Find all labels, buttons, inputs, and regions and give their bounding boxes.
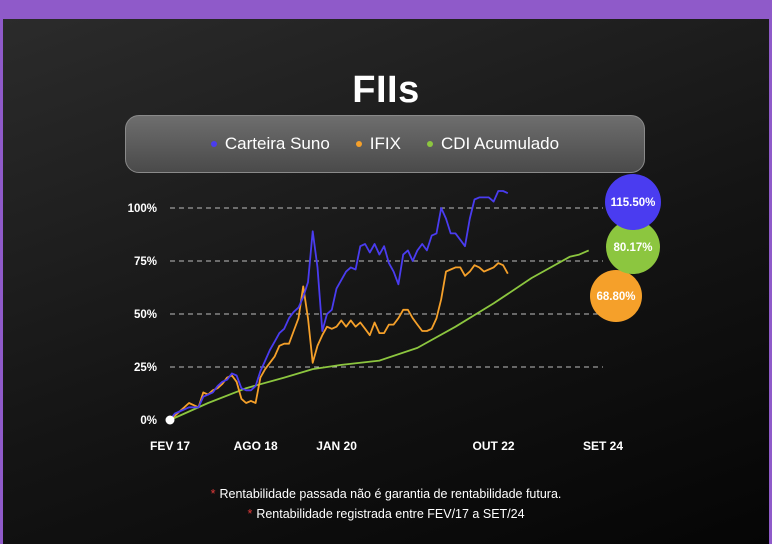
footnotes: * Rentabilidade passada não é garantia de… [3,484,769,524]
x-tick-label: AGO 18 [234,439,278,453]
value-badge-cdi-acumulado [606,220,660,274]
legend-dot-cdi [426,141,433,147]
page-title: FIIs [352,69,420,111]
legend-label: CDI Acumulado [440,134,560,153]
line-chart: 0% 25% 50% 75% 100% FEV 17 AGO 18 JAN 20 OUT 22 S… [128,174,661,453]
y-tick-label: 0% [140,415,157,427]
value-badge-ifix [590,270,642,322]
legend-item-cdi: CDI Acumulado [426,134,560,154]
legend-item-ifix: IFIX [355,134,401,154]
legend-dot-carteira-suno [210,141,217,147]
legend: Carteira Suno IFIX CDI Acumulado [125,115,645,173]
series-line-ifix [169,262,509,421]
y-tick-label: 50% [134,309,157,321]
chart-card: FIIs Carteira Suno IFIX CDI Acumulado 0%… [3,19,769,544]
value-badge-label: 68.80% [596,291,635,303]
series-line-carteira-suno [169,190,509,421]
footnote: * Rentabilidade passada não é garantia de… [210,487,562,501]
y-tick-label: 25% [134,362,157,374]
legend-label: Carteira Suno [224,134,330,153]
value-badge-label: 115.50% [611,197,656,209]
footnote-asterisk: * [210,487,216,501]
x-tick-label: OUT 22 [473,439,515,453]
y-tick-label: 75% [134,256,157,268]
x-tick-label: SET 24 [583,439,623,453]
x-tick-label: FEV 17 [150,439,190,453]
origin-marker [165,415,175,425]
legend-label: IFIX [369,134,401,153]
footnote-asterisk: * [247,507,253,521]
value-badge-label: 80.17% [613,242,652,254]
y-tick-label: 100% [128,203,157,215]
legend-dot-ifix [355,141,362,147]
legend-item-carteira-suno: Carteira Suno [210,134,330,154]
footnote: * Rentabilidade registrada entre FEV/17 a… [247,507,525,521]
x-tick-label: JAN 20 [316,439,357,453]
value-badge-carteira-suno [605,174,661,230]
series-line-cdi-acumulado [169,249,590,421]
